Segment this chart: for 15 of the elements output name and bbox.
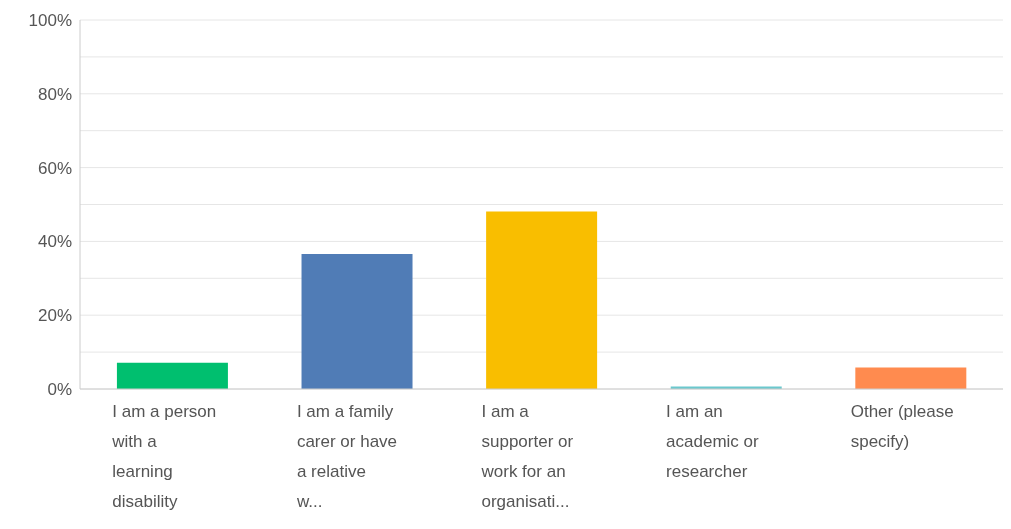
- y-tick-label: 80%: [37, 84, 72, 104]
- y-tick-label: 0%: [47, 380, 72, 400]
- y-tick-label: 60%: [37, 158, 72, 178]
- y-tick-label: 100%: [28, 11, 72, 31]
- x-tick-label: I am a family carer or have a relative w...: [295, 402, 398, 511]
- x-tick-label: I am a supporter or work for an organisati...: [480, 402, 574, 511]
- bar: [116, 362, 228, 389]
- bar: [301, 253, 413, 389]
- x-tick-label: Other (please specify): [850, 402, 954, 451]
- bar: [486, 211, 598, 389]
- x-tick-label: I am a person with a learning disability: [111, 402, 217, 511]
- y-tick-label: 40%: [37, 232, 72, 252]
- y-tick-label: 20%: [37, 306, 72, 326]
- x-tick-label: I am an academic or researcher: [666, 402, 760, 481]
- bar: [855, 367, 967, 389]
